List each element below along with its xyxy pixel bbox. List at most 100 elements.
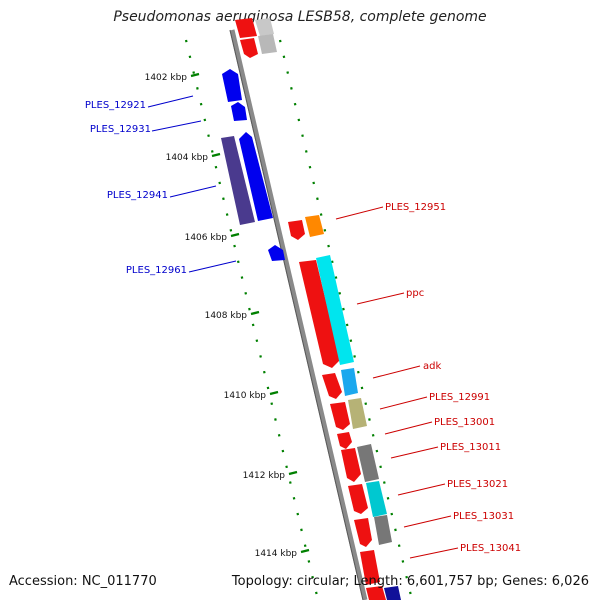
gene-ppc[interactable] <box>316 255 354 365</box>
gene-bottom-navy[interactable] <box>384 586 401 600</box>
scale-tick-left <box>229 228 233 232</box>
gene-ples-13001[interactable] <box>337 432 352 449</box>
left-label-leader <box>147 95 194 108</box>
right-gene-label[interactable]: PLES_13001 <box>434 417 495 428</box>
left-gene-label[interactable]: PLES_12941 <box>107 190 168 201</box>
scale-tick-left <box>207 134 210 138</box>
scale-label: 1410 kbp <box>224 391 267 401</box>
scale-tick-right <box>316 197 319 201</box>
gene-ples-12931[interactable] <box>231 102 247 121</box>
left-gene-label[interactable]: PLES_12921 <box>85 100 146 111</box>
scale-tick-right <box>282 55 286 59</box>
scale-tick-left <box>270 402 274 406</box>
right-gene-label[interactable]: adk <box>423 361 441 372</box>
scale-tick-right <box>401 560 405 563</box>
scale-tick-right <box>312 181 316 185</box>
scale-tick-right <box>386 497 390 500</box>
scale-tick-right <box>297 118 301 122</box>
gene-ples-12921[interactable] <box>222 69 242 102</box>
scale-tick-right <box>345 323 349 327</box>
scale-tick-left <box>266 386 270 390</box>
gene-ples-12941a[interactable] <box>221 136 255 225</box>
scale-tick-right <box>394 528 397 532</box>
right-label-leader <box>409 547 459 559</box>
right-label-leader <box>356 292 405 305</box>
left-gene-label[interactable]: PLES_12931 <box>90 124 151 135</box>
scale-tick-left <box>307 560 311 563</box>
gene-ples-13041[interactable] <box>360 550 380 585</box>
top-genes <box>235 18 277 58</box>
gene-ppc-red[interactable] <box>299 260 340 368</box>
right-gene-label[interactable]: PLES_13021 <box>447 479 508 490</box>
left-gene-label[interactable]: PLES_12961 <box>126 265 187 276</box>
scale-tick-left <box>255 339 259 342</box>
right-gene-label[interactable]: PLES_12991 <box>429 392 490 403</box>
gene-ples-12961[interactable] <box>268 245 285 261</box>
scale-tick-left <box>236 260 240 264</box>
right-gene-label[interactable]: PLES_13031 <box>453 511 514 522</box>
scale-label: 1408 kbp <box>205 311 248 321</box>
gene-adk[interactable] <box>341 368 358 396</box>
scale-labels: 1402 kbp 1404 kbp 1406 kbp 1408 kbp 1410 kbp… <box>145 72 310 559</box>
gene-ples-13021[interactable] <box>366 481 387 517</box>
scale-tick-left <box>303 544 307 547</box>
right-genes <box>288 215 401 600</box>
right-label-leader <box>384 421 433 435</box>
left-label-leader <box>169 185 217 198</box>
scale-tick-right <box>364 402 368 406</box>
left-label-leader <box>151 120 202 132</box>
scale-major-tick <box>300 548 310 554</box>
right-gene-label[interactable]: PLES_12951 <box>385 202 446 213</box>
gene-ples-13021-red[interactable] <box>348 484 368 514</box>
gene-ples-12991[interactable] <box>348 398 367 429</box>
scale-tick-left <box>188 55 192 59</box>
gene-ples-12951-red[interactable] <box>288 220 305 240</box>
gene-adk-red[interactable] <box>322 373 342 399</box>
scale-tick-left <box>311 575 314 579</box>
gene-top-grey-1[interactable] <box>255 18 274 36</box>
scale-tick-right <box>334 276 338 279</box>
scale-tick-right <box>330 260 334 264</box>
scale-tick-left <box>285 465 288 469</box>
gene-ples-13031-red[interactable] <box>354 518 372 547</box>
gene-top-red-1[interactable] <box>235 18 257 38</box>
scale-tick-left <box>240 276 244 279</box>
scale-tick-right <box>397 544 401 547</box>
scale-tick-right <box>405 575 408 579</box>
scale-tick-left <box>277 433 281 437</box>
scale-tick-right <box>371 433 375 437</box>
scale-tick-left <box>203 118 207 122</box>
right-gene-label[interactable]: PLES_13041 <box>460 543 521 554</box>
scale-label: 1402 kbp <box>145 73 188 83</box>
gene-top-grey-2[interactable] <box>258 34 277 54</box>
scale-tick-left <box>192 71 196 74</box>
gene-ples-12951[interactable] <box>305 215 324 237</box>
gene-top-red-2[interactable] <box>240 38 258 58</box>
scale-tick-left <box>210 150 214 153</box>
right-label-leader <box>379 396 428 410</box>
right-label-leader <box>403 515 452 528</box>
scale-tick-right <box>382 481 386 484</box>
right-gene-label[interactable]: PLES_13011 <box>440 442 501 453</box>
gene-ples-12991-red[interactable] <box>330 402 350 430</box>
scale-tick-right <box>338 292 342 295</box>
scale-tick-left <box>300 528 303 532</box>
gene-ples-13011[interactable] <box>357 444 379 482</box>
scale-tick-left <box>259 355 262 358</box>
gene-bottom-red[interactable] <box>366 586 386 600</box>
scale-tick-right <box>360 386 364 390</box>
scale-tick-right <box>356 370 360 374</box>
scale-tick-left <box>296 512 300 516</box>
gene-ples-12941b[interactable] <box>239 132 273 221</box>
gene-ples-13011-red[interactable] <box>341 448 361 482</box>
scale-tick-right <box>304 150 308 153</box>
right-gene-label[interactable]: ppc <box>406 288 424 299</box>
left-label-leader <box>188 260 237 273</box>
scale-tick-right <box>278 39 282 43</box>
genome-summary-text: Topology: circular; Length: 6,601,757 bp… <box>231 574 589 589</box>
scale-tick-left <box>248 307 251 311</box>
gene-ples-13031[interactable] <box>374 515 392 545</box>
scale-tick-right <box>293 102 297 106</box>
